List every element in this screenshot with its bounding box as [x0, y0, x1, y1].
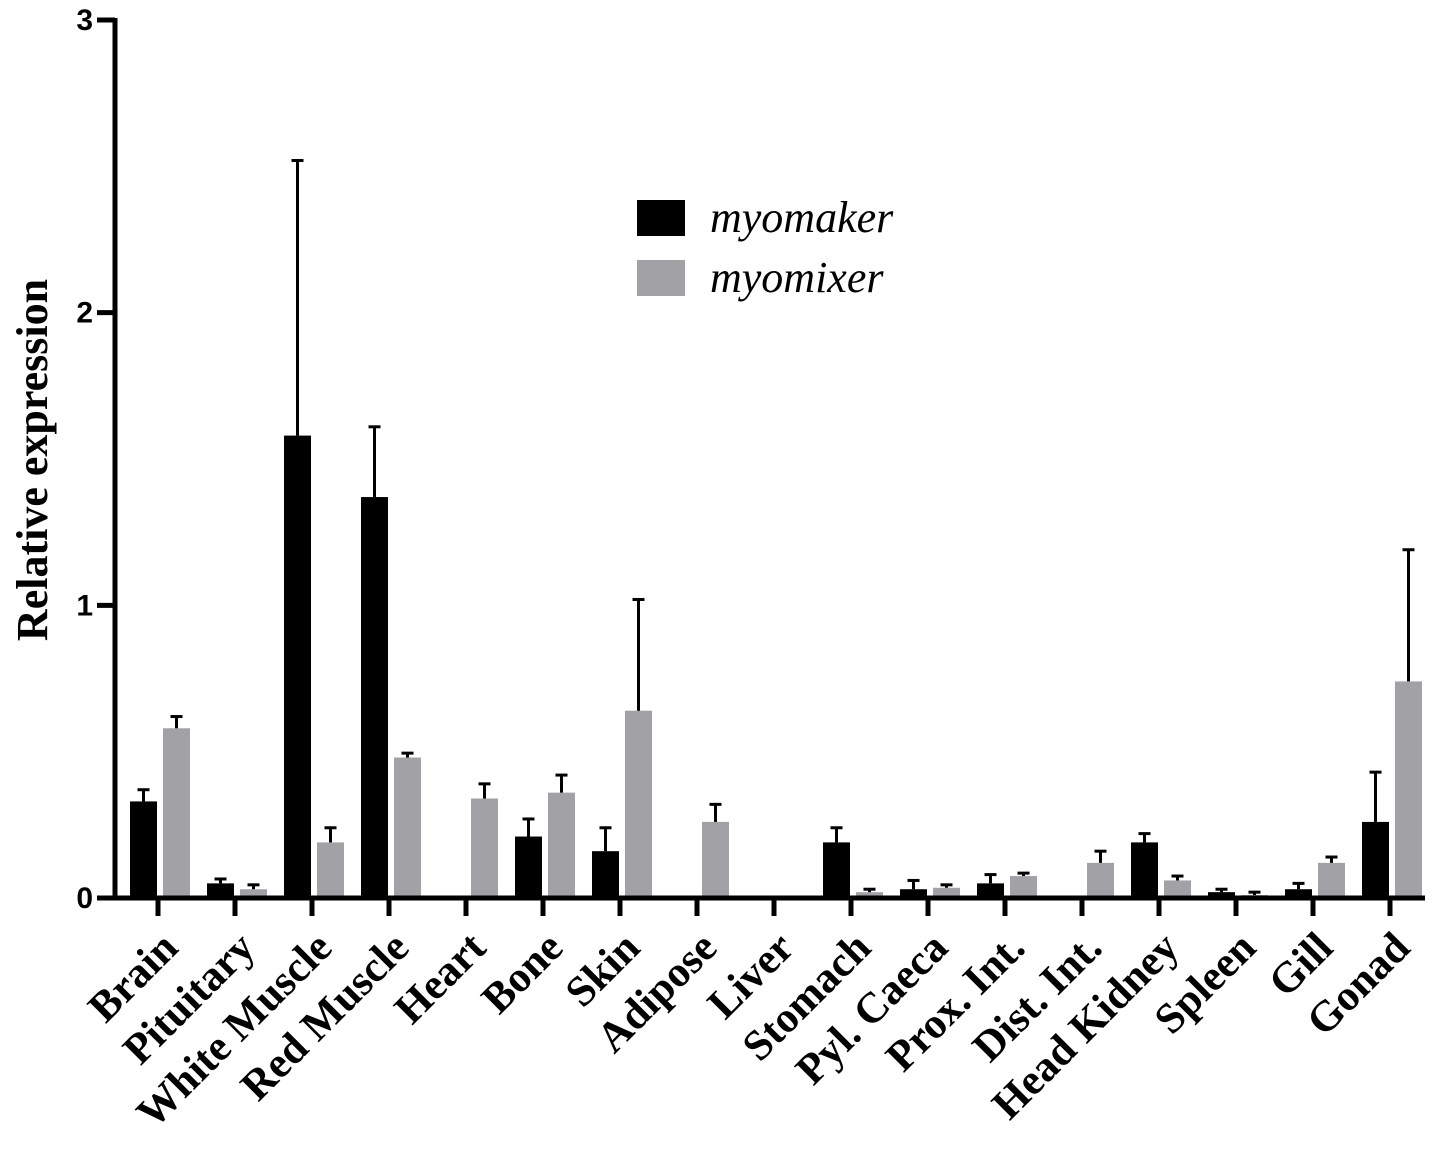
y-tick-label-1: 1: [76, 589, 93, 622]
bar-myomaker-5: [515, 836, 542, 898]
bar-myomaker-16: [1362, 821, 1389, 898]
y-tick-label-3: 3: [76, 4, 93, 37]
y-tick-label-0: 0: [76, 882, 93, 915]
bar-myomaker-0: [130, 801, 157, 898]
legend-swatch-myomaker: [637, 200, 685, 236]
bar-myomixer-6: [625, 710, 652, 898]
bar-myomixer-15: [1318, 862, 1345, 898]
legend-label-myomaker: myomaker: [710, 193, 894, 242]
x-tick-label-5: Bone: [473, 924, 572, 1023]
bar-myomaker-3: [361, 497, 388, 898]
bar-myomixer-3: [394, 757, 421, 898]
bar-myomaker-9: [823, 842, 850, 898]
bar-myomixer-0: [163, 728, 190, 898]
bar-myomaker-2: [284, 435, 311, 898]
bar-myomixer-13: [1164, 880, 1191, 898]
legend-label-myomixer: myomixer: [710, 253, 884, 302]
legend-swatch-myomixer: [637, 260, 685, 296]
y-axis-title: Relative expression: [8, 279, 57, 641]
x-tick-label-4: Heart: [386, 923, 496, 1033]
y-tick-label-2: 2: [76, 297, 93, 330]
bar-myomixer-11: [1010, 876, 1037, 898]
bar-myomixer-7: [702, 821, 729, 898]
bar-myomixer-10: [933, 887, 960, 898]
axes-layer: [97, 17, 1425, 916]
bar-myomixer-9: [856, 892, 883, 898]
bar-myomaker-6: [592, 851, 619, 898]
bar-myomixer-1: [240, 889, 267, 898]
bar-myomaker-11: [977, 883, 1004, 898]
bar-myomaker-14: [1208, 892, 1235, 898]
bar-myomixer-12: [1087, 862, 1114, 898]
bar-myomaker-1: [207, 883, 234, 898]
bar-myomixer-5: [548, 792, 575, 898]
bar-myomaker-15: [1285, 889, 1312, 898]
bar-myomixer-2: [317, 842, 344, 898]
bar-myomixer-4: [471, 798, 498, 898]
bar-myomaker-13: [1131, 842, 1158, 898]
bar-myomixer-16: [1395, 681, 1422, 898]
bar-myomaker-10: [900, 889, 927, 898]
legend: myomaker myomixer: [637, 193, 894, 302]
bars-layer: [130, 158, 1422, 898]
